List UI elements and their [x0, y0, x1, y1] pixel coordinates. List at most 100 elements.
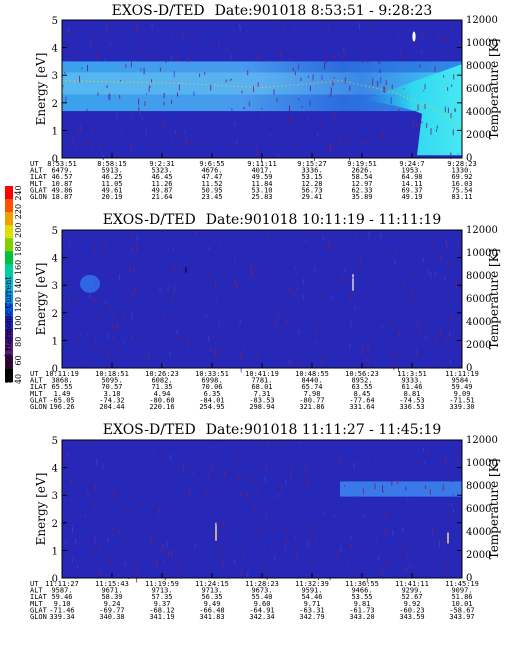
annotation-value: -74.53 — [399, 396, 424, 404]
annotation-value: 9.71 — [304, 600, 321, 608]
annotation-value: -74.32 — [99, 396, 124, 404]
colorbar-tick-label: 100 — [14, 316, 23, 331]
annotation-value: 9:6:55 — [199, 160, 224, 168]
instrument-name: EXOS-D/TED — [103, 422, 196, 438]
annotation-value: 9.10 — [54, 600, 71, 608]
annotation-value: 10:48:55 — [295, 370, 329, 378]
annotation-value: 9:15:27 — [297, 160, 327, 168]
annotation-row-label: GLON — [30, 613, 47, 621]
spectrogram-features — [80, 267, 354, 293]
annotation-value: -65.05 — [49, 396, 74, 404]
colorbar-tick-label: 220 — [14, 204, 23, 219]
y-tick-label: 5 — [52, 436, 58, 447]
annotation-value: 342.34 — [249, 613, 274, 621]
annotation-row-label: MLT — [30, 390, 43, 398]
annotation-value: 53.55 — [351, 593, 372, 601]
panel-title: EXOS-D/TED Date:901018 11:11:27 - 11:45:1… — [103, 422, 441, 438]
annotation-value: 3.18 — [104, 390, 121, 398]
date-range: Date:901018 10:11:19 - 11:11:19 — [206, 212, 441, 228]
annotation-value: 53.15 — [301, 173, 322, 181]
annotation-value: 6998. — [201, 377, 222, 385]
annotation-value: 71.35 — [151, 383, 172, 391]
annotation-value: 21.64 — [151, 193, 172, 201]
y-tick-label: 0 — [52, 154, 58, 165]
annotation-value: 1330. — [451, 167, 472, 175]
y2-tick-label: 0 — [466, 363, 472, 374]
annotation-value: 11:32:39 — [295, 580, 329, 588]
annotation-value: 11.52 — [201, 180, 222, 188]
colorbar-swatch — [5, 251, 13, 265]
annotation-value: 75.54 — [451, 186, 472, 194]
annotation-value: 5323. — [151, 167, 172, 175]
y-axis-label: Energy [eV] — [34, 53, 48, 126]
annotation-value: 11.26 — [151, 180, 172, 188]
y2-tick-label: 2000 — [466, 340, 491, 351]
annotation-value: 9.49 — [204, 600, 221, 608]
colorbar-swatch — [5, 290, 13, 304]
annotation-row-label: ILAT — [30, 383, 48, 391]
annotation-value: -80.60 — [149, 396, 174, 404]
annotation-value: 46.57 — [51, 173, 72, 181]
annotation-value: 341.19 — [149, 613, 174, 621]
annotation-value: 64.98 — [401, 173, 422, 181]
annotation-value: 9713. — [151, 587, 172, 595]
colorbar-swatch — [5, 316, 13, 331]
annotation-value: 8440. — [301, 377, 322, 385]
annotation-value: 11:28:23 — [245, 580, 279, 588]
y2-tick-label: 12000 — [466, 435, 498, 446]
annotation-value: 9673. — [251, 587, 272, 595]
colorbar-swatch — [5, 186, 13, 200]
y-tick-label: 0 — [52, 364, 58, 375]
annotation-value: 11:24:15 — [195, 580, 229, 588]
annotation-value: 4017. — [251, 167, 272, 175]
annotation-value: 331.64 — [349, 403, 374, 411]
annotation-value: 12.28 — [301, 180, 322, 188]
annotation-value: 11.05 — [101, 180, 122, 188]
annotation-value: 339.34 — [49, 613, 74, 621]
colorbar-swatch — [5, 329, 13, 344]
colorbar-swatches — [5, 186, 13, 383]
colorbar-tick-label: 120 — [14, 297, 23, 312]
annotation-row-label: ALT — [30, 377, 43, 385]
annotation-value: 25.83 — [251, 193, 272, 201]
annotation-value: 49.87 — [151, 186, 172, 194]
annotation-value: 20.19 — [101, 193, 122, 201]
y2-tick-label: 10000 — [466, 458, 498, 469]
annotation-value: 11:11:19 — [445, 370, 479, 378]
annotation-value: 58.39 — [101, 593, 122, 601]
annotation-value: 11:15:43 — [95, 580, 129, 588]
annotation-value: 339.30 — [449, 403, 474, 411]
annotation-value: 12.97 — [351, 180, 372, 188]
y2-tick-label: 4000 — [466, 527, 491, 538]
annotation-row-label: UT — [30, 370, 39, 378]
annotation-value: 220.16 — [149, 403, 174, 411]
annotation-value: 63.55 — [351, 383, 372, 391]
y2-tick-label: 8000 — [466, 271, 491, 282]
instrument-name: EXOS-D/TED — [103, 212, 196, 228]
colorbar-swatch — [5, 303, 13, 317]
annotation-value: -69.77 — [99, 606, 124, 614]
annotation-value: 10:26:23 — [145, 370, 179, 378]
y2-tick-label: 8000 — [466, 481, 491, 492]
annotation-value: 9.09 — [454, 390, 471, 398]
annotation-value: 18.87 — [51, 193, 72, 201]
annotation-value: 8.81 — [404, 390, 421, 398]
annotation-value: 9299. — [401, 587, 422, 595]
y-tick-label: 3 — [52, 281, 58, 292]
colorbar-swatch — [5, 212, 13, 226]
annotation-value: 70.06 — [201, 383, 222, 391]
colorbar-tick-label: 60 — [14, 355, 23, 365]
annotation-value: -63.31 — [299, 606, 324, 614]
temperature-trace — [61, 80, 463, 129]
annotation-value: -66.48 — [199, 606, 224, 614]
annotation-value: 10:18:51 — [95, 370, 129, 378]
annotation-value: 341.83 — [199, 613, 224, 621]
annotation-value: 61.46 — [401, 383, 422, 391]
y2-tick-label: 12000 — [466, 15, 498, 26]
annotation-value: -77.64 — [349, 396, 374, 404]
colorbar-swatch — [5, 277, 13, 291]
annotation-value: 10:41:19 — [245, 370, 279, 378]
plasma-band-core — [62, 72, 462, 95]
annotation-value: 9.92 — [404, 600, 421, 608]
